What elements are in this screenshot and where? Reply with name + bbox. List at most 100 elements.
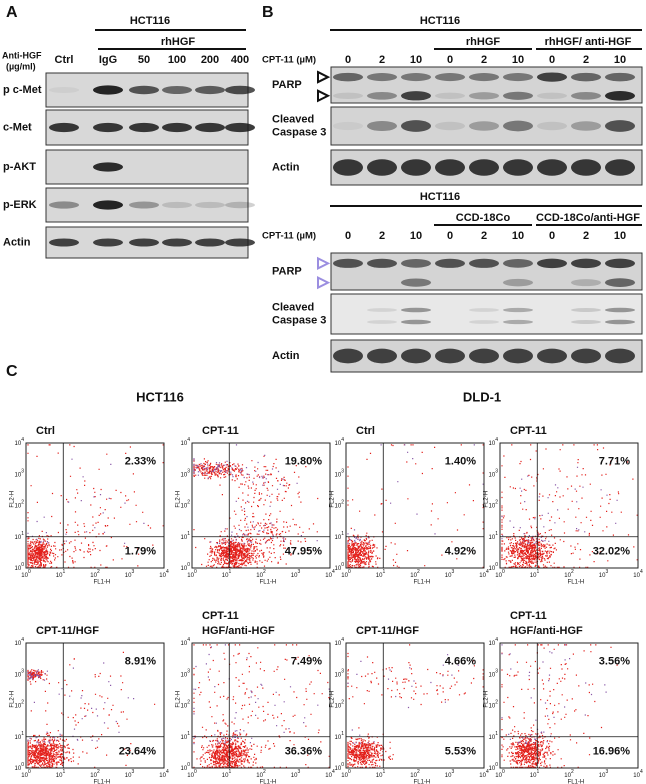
group-label: rhHGF/ anti-HGF — [545, 36, 632, 48]
tick-label: 104 — [633, 569, 643, 578]
blot — [45, 187, 249, 223]
tick-base: 10 — [341, 573, 348, 579]
band — [503, 319, 533, 325]
tick-exponent: 3 — [187, 669, 190, 675]
band — [401, 73, 431, 82]
band — [367, 258, 397, 268]
tick-base: 10 — [181, 503, 188, 509]
y-axis-label: FL2-H — [484, 491, 490, 508]
tick-label: 104 — [489, 637, 499, 646]
tick-exponent: 2 — [417, 769, 420, 775]
y-axis-label: FL2-H — [10, 691, 16, 708]
tick-label: 101 — [376, 569, 386, 578]
tick-base: 10 — [489, 766, 496, 772]
band — [503, 348, 533, 364]
tick-base: 10 — [222, 573, 229, 579]
band — [49, 87, 79, 93]
row-label: Actin — [272, 161, 300, 173]
tick-label: 101 — [530, 569, 540, 578]
dose: 10 — [410, 54, 422, 66]
tick-exponent: 2 — [341, 500, 344, 506]
band — [195, 238, 225, 247]
tick-exponent: 4 — [187, 637, 190, 643]
tick-exponent: 0 — [21, 762, 24, 768]
tick-base: 10 — [489, 503, 496, 509]
plot-frame — [191, 442, 331, 569]
tick-exponent: 1 — [21, 731, 24, 737]
blot — [330, 66, 643, 104]
tick-label: 101 — [530, 769, 540, 778]
tick-label: 102 — [90, 769, 100, 778]
tick-exponent: 4 — [341, 637, 344, 643]
quadrant-percent: 1.40% — [445, 456, 476, 468]
group-label: rhHGF — [161, 36, 196, 48]
tick-label: 101 — [376, 769, 386, 778]
row-label: Actin — [3, 236, 31, 248]
tick-label: 103 — [599, 569, 609, 578]
tick-label: 103 — [181, 669, 191, 678]
tick-base: 10 — [489, 734, 496, 740]
tick-label: 100 — [495, 769, 505, 778]
tick-label: 104 — [335, 437, 345, 446]
tick-label: 100 — [15, 762, 25, 771]
tick-base: 10 — [335, 566, 342, 572]
dose: 2 — [583, 230, 589, 242]
tick-base: 10 — [325, 573, 332, 579]
band — [333, 92, 363, 100]
tick-label: 102 — [335, 500, 345, 509]
band — [401, 259, 431, 268]
band — [333, 258, 363, 268]
tick-exponent: 4 — [341, 437, 344, 443]
tick-exponent: 4 — [187, 437, 190, 443]
plot-title: HGF/anti-HGF — [510, 625, 583, 637]
band — [367, 73, 397, 82]
tick-exponent: 4 — [495, 637, 498, 643]
tick-base: 10 — [291, 773, 298, 779]
tick-base: 10 — [479, 573, 486, 579]
band — [503, 307, 533, 313]
scatter-dots — [501, 466, 618, 545]
y-axis-label: FL2-H — [176, 491, 182, 508]
tick-label: 103 — [181, 469, 191, 478]
tick-base: 10 — [15, 672, 22, 678]
tick-label: 104 — [335, 637, 345, 646]
tick-exponent: 2 — [571, 569, 574, 575]
x-axis-label: FL1-H — [568, 780, 585, 784]
group-label: CCD-18Co — [456, 212, 511, 224]
tick-label: 104 — [15, 437, 25, 446]
tick-exponent: 3 — [21, 469, 24, 475]
tick-base: 10 — [489, 641, 496, 647]
tick-label: 102 — [564, 769, 574, 778]
tick-exponent: 2 — [187, 500, 190, 506]
tick-base: 10 — [90, 573, 97, 579]
tick-base: 10 — [489, 566, 496, 572]
tick-base: 10 — [325, 773, 332, 779]
band — [571, 308, 601, 312]
band — [571, 258, 601, 269]
tick-base: 10 — [15, 641, 22, 647]
band — [537, 258, 567, 269]
band — [129, 238, 159, 247]
tick-base: 10 — [335, 766, 342, 772]
tick-base: 10 — [125, 573, 132, 579]
tick-base: 10 — [21, 773, 28, 779]
tick-base: 10 — [256, 773, 263, 779]
tick-base: 10 — [335, 534, 342, 540]
tick-exponent: 3 — [495, 469, 498, 475]
tick-label: 100 — [181, 762, 191, 771]
band — [571, 348, 601, 364]
tick-label: 100 — [335, 762, 345, 771]
tick-label: 100 — [335, 562, 345, 571]
tick-base: 10 — [15, 766, 22, 772]
tick-base: 10 — [599, 573, 606, 579]
lane-label: 200 — [201, 54, 219, 66]
scatter-dots — [347, 654, 459, 744]
tick-label: 102 — [256, 569, 266, 578]
tick-base: 10 — [530, 773, 537, 779]
tick-base: 10 — [159, 573, 166, 579]
tick-exponent: 4 — [332, 769, 335, 775]
dose: 2 — [481, 230, 487, 242]
row-label: PARP — [272, 265, 302, 277]
blot — [330, 293, 643, 335]
band — [333, 121, 363, 131]
